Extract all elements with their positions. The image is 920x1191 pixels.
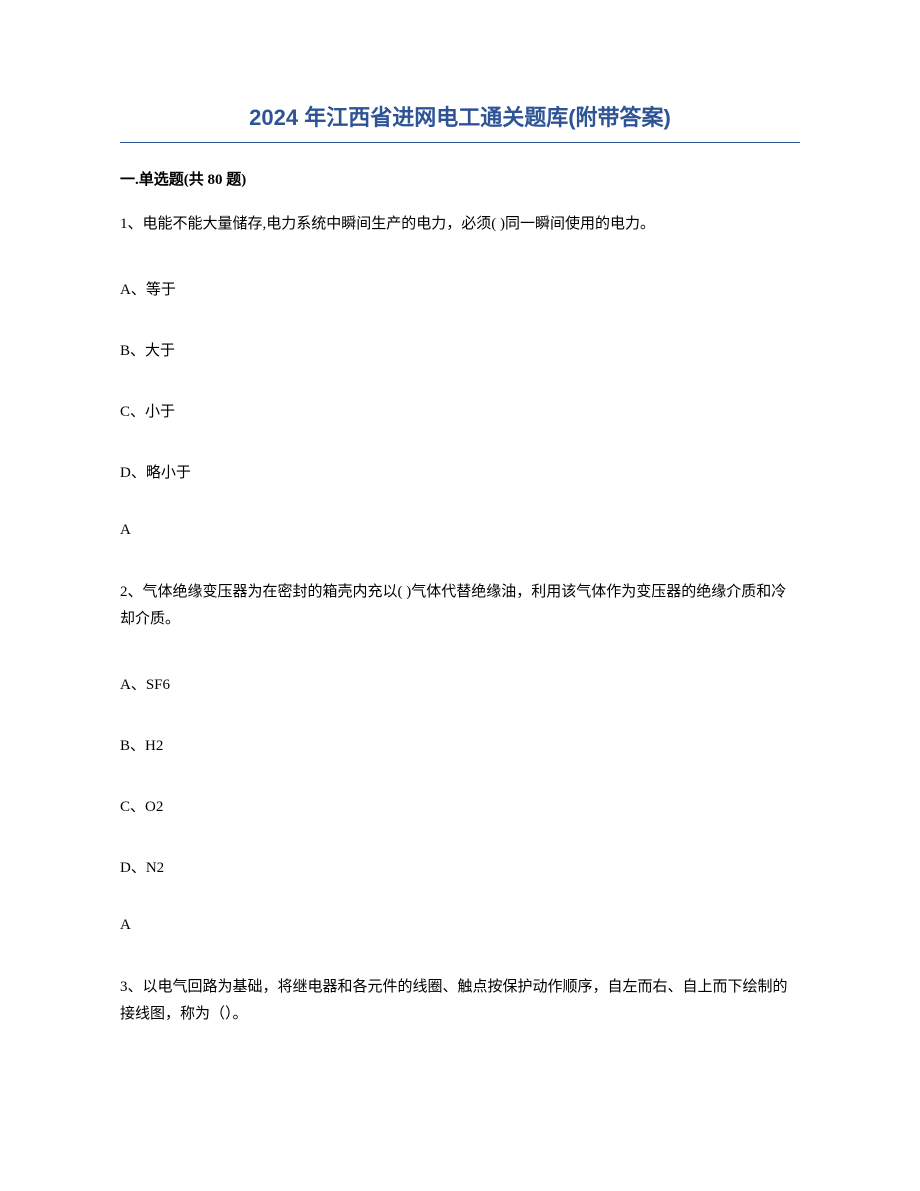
answer: A (120, 917, 800, 934)
question-2: 2、气体绝缘变压器为在密封的箱壳内充以( )气体代替绝缘油，利用该气体作为变压器… (120, 579, 800, 934)
answer: A (120, 522, 800, 539)
question-1: 1、电能不能大量储存,电力系统中瞬间生产的电力，必须( )同一瞬间使用的电力。 … (120, 211, 800, 539)
option-b: B、H2 (120, 734, 800, 755)
question-3: 3、以电气回路为基础，将继电器和各元件的线圈、触点按保护动作顺序，自左而右、自上… (120, 974, 800, 1028)
question-text: 1、电能不能大量储存,电力系统中瞬间生产的电力，必须( )同一瞬间使用的电力。 (120, 211, 800, 238)
section-header: 一.单选题(共 80 题) (120, 168, 800, 189)
question-text: 2、气体绝缘变压器为在密封的箱壳内充以( )气体代替绝缘油，利用该气体作为变压器… (120, 579, 800, 633)
option-a: A、等于 (120, 278, 800, 299)
page-title: 2024 年江西省进网电工通关题库(附带答案) (120, 100, 800, 143)
option-b: B、大于 (120, 339, 800, 360)
option-c: C、O2 (120, 795, 800, 816)
option-a: A、SF6 (120, 673, 800, 694)
option-d: D、略小于 (120, 461, 800, 482)
option-c: C、小于 (120, 400, 800, 421)
question-text: 3、以电气回路为基础，将继电器和各元件的线圈、触点按保护动作顺序，自左而右、自上… (120, 974, 800, 1028)
option-d: D、N2 (120, 856, 800, 877)
